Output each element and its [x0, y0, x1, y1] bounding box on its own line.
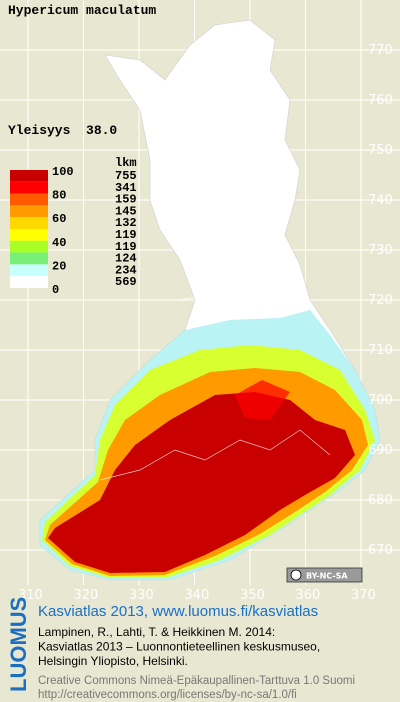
easting-label: 340 [185, 588, 210, 603]
count-header: lkm [115, 156, 137, 170]
scale-label: 60 [52, 212, 66, 226]
northing-label: 770 [368, 43, 393, 58]
legend-swatch [10, 181, 48, 194]
northing-label: 700 [368, 393, 393, 408]
link[interactable]: Kasviatlas 2013, www.luomus.fi/kasviatla… [38, 603, 318, 620]
count: 341 [115, 181, 137, 195]
legend-swatch [10, 252, 48, 265]
northing-label: 760 [368, 93, 393, 108]
province-borders [179, 289, 301, 301]
frequency: Yleisyys 38.0 [8, 123, 117, 138]
count: 119 [115, 228, 137, 242]
northing-label: 720 [368, 293, 393, 308]
count: 755 [115, 169, 137, 183]
easting-label: 370 [351, 588, 376, 603]
license-line: http://creativecommons.org/licenses/by-n… [38, 689, 297, 701]
scale-label: 20 [52, 259, 66, 273]
very-high-frequency-zone [48, 392, 355, 573]
license-badge: BY-NC-SA [286, 567, 363, 583]
citation-line: Kasviatlas 2013 – Luonnontieteellinen ke… [38, 640, 320, 654]
legend-swatch [10, 276, 48, 288]
count: 569 [115, 275, 137, 289]
northing-label: 710 [368, 343, 393, 358]
easting-label: 320 [74, 588, 99, 603]
legend-swatch [10, 170, 48, 182]
easting-label: 360 [296, 588, 321, 603]
footer: Lampinen, R., Lahti, T. & Heikkinen M. 2… [38, 625, 355, 701]
scale-label: 40 [52, 236, 66, 250]
count: 119 [115, 240, 137, 254]
count: 132 [115, 216, 137, 230]
legend-swatch [10, 217, 48, 229]
easting-label: 330 [129, 588, 154, 603]
count: 124 [115, 252, 137, 266]
citation-line: Lampinen, R., Lahti, T. & Heikkinen M. 2… [38, 625, 275, 639]
legend-swatch [10, 205, 48, 218]
scale-label: 80 [52, 189, 66, 203]
northing-label: 750 [368, 143, 393, 158]
legend-swatch [10, 264, 48, 277]
province-borders [99, 429, 331, 481]
logo: LUOMUS [6, 597, 31, 692]
easting-label: 310 [18, 588, 43, 603]
easting-label: 350 [240, 588, 265, 603]
cc-icon [290, 569, 302, 581]
red-patch [235, 380, 290, 420]
northing-label: 690 [368, 443, 393, 458]
license-line: Creative Commons Nimeä-Epäkaupallinen-Ta… [38, 675, 355, 687]
count: 234 [115, 263, 137, 277]
province-borders [149, 189, 291, 211]
count: 159 [115, 193, 137, 207]
northing-label: 740 [368, 193, 393, 208]
scale-label: 0 [52, 283, 59, 297]
northing-label: 680 [368, 493, 393, 508]
title: Hypericum maculatum [8, 3, 156, 18]
scale-label: 100 [52, 165, 74, 179]
legend-swatch [10, 193, 48, 206]
northing-label: 670 [368, 543, 393, 558]
count: 145 [115, 204, 137, 218]
legend-swatch [10, 229, 48, 241]
northing-label: 730 [368, 243, 393, 258]
badge-text: BY-NC-SA [306, 572, 348, 581]
legend-swatch [10, 240, 48, 253]
citation-line: Helsingin Yliopisto, Helsinki. [38, 654, 188, 668]
grid-labels: 770 760 750 740 730 720 710 700 690 680 670 310 320 3… [18, 43, 393, 603]
badge-box [286, 567, 363, 583]
legend: 100806040200lkm7553411591451321191191242… [10, 156, 137, 297]
